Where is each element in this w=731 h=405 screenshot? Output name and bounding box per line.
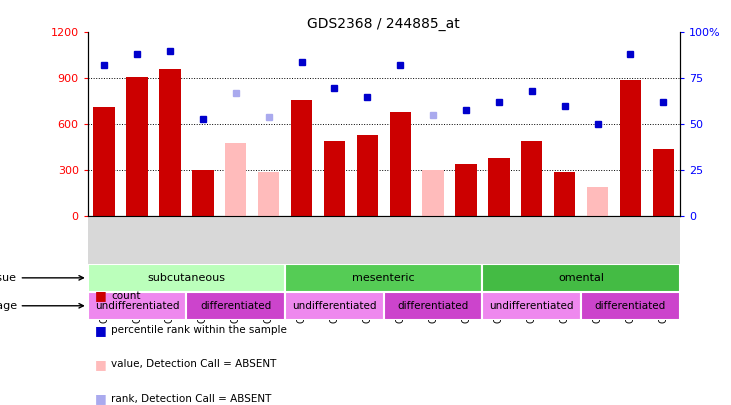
Text: tissue: tissue (0, 273, 83, 283)
Bar (285, 292, 384, 320)
Text: undifferentiated: undifferentiated (292, 301, 376, 311)
Bar (357, 135, 378, 216)
Bar (488, 158, 510, 216)
Text: undifferentiated: undifferentiated (95, 301, 179, 311)
Bar (285, 264, 482, 292)
Bar (521, 141, 542, 216)
Bar (324, 141, 345, 216)
Text: development stage: development stage (0, 301, 83, 311)
Bar (423, 170, 444, 216)
Bar (88, 264, 285, 292)
Bar (482, 292, 581, 320)
Bar (88, 292, 186, 320)
Text: ■: ■ (95, 289, 107, 302)
Bar (581, 292, 680, 320)
Text: omental: omental (558, 273, 604, 283)
Bar (159, 69, 181, 216)
Text: differentiated: differentiated (200, 301, 271, 311)
Text: rank, Detection Call = ABSENT: rank, Detection Call = ABSENT (111, 394, 271, 404)
Bar (258, 172, 279, 216)
Bar (126, 77, 148, 216)
Text: subcutaneous: subcutaneous (148, 273, 225, 283)
Bar (390, 112, 411, 216)
Text: ■: ■ (95, 324, 107, 337)
Text: mesenteric: mesenteric (352, 273, 415, 283)
Text: percentile rank within the sample: percentile rank within the sample (111, 325, 287, 335)
Text: undifferentiated: undifferentiated (490, 301, 574, 311)
Bar (482, 264, 680, 292)
Bar (94, 107, 115, 216)
Bar (192, 170, 213, 216)
Text: count: count (111, 291, 140, 301)
Bar (554, 172, 575, 216)
Text: value, Detection Call = ABSENT: value, Detection Call = ABSENT (111, 360, 276, 369)
Text: ■: ■ (95, 358, 107, 371)
Text: differentiated: differentiated (595, 301, 666, 311)
Text: ■: ■ (95, 392, 107, 405)
Bar (455, 164, 477, 216)
Bar (587, 187, 608, 216)
Bar (384, 292, 482, 320)
Bar (225, 143, 246, 216)
Bar (620, 80, 641, 216)
Bar (186, 292, 285, 320)
Bar (291, 100, 312, 216)
Title: GDS2368 / 244885_at: GDS2368 / 244885_at (308, 17, 460, 31)
Bar (653, 149, 674, 216)
Text: differentiated: differentiated (398, 301, 469, 311)
